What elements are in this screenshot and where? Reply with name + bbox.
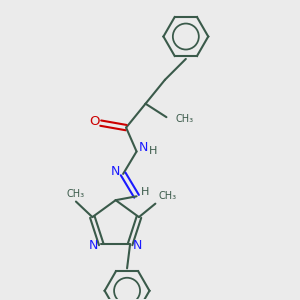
Text: N: N bbox=[138, 141, 148, 154]
Text: H: H bbox=[141, 187, 149, 197]
Text: CH₃: CH₃ bbox=[158, 191, 176, 201]
Text: N: N bbox=[133, 239, 142, 253]
Text: CH₃: CH₃ bbox=[66, 189, 84, 199]
Text: N: N bbox=[89, 239, 98, 253]
Text: H: H bbox=[149, 146, 157, 157]
Text: O: O bbox=[89, 115, 99, 128]
Text: CH₃: CH₃ bbox=[176, 114, 194, 124]
Text: N: N bbox=[111, 165, 120, 178]
